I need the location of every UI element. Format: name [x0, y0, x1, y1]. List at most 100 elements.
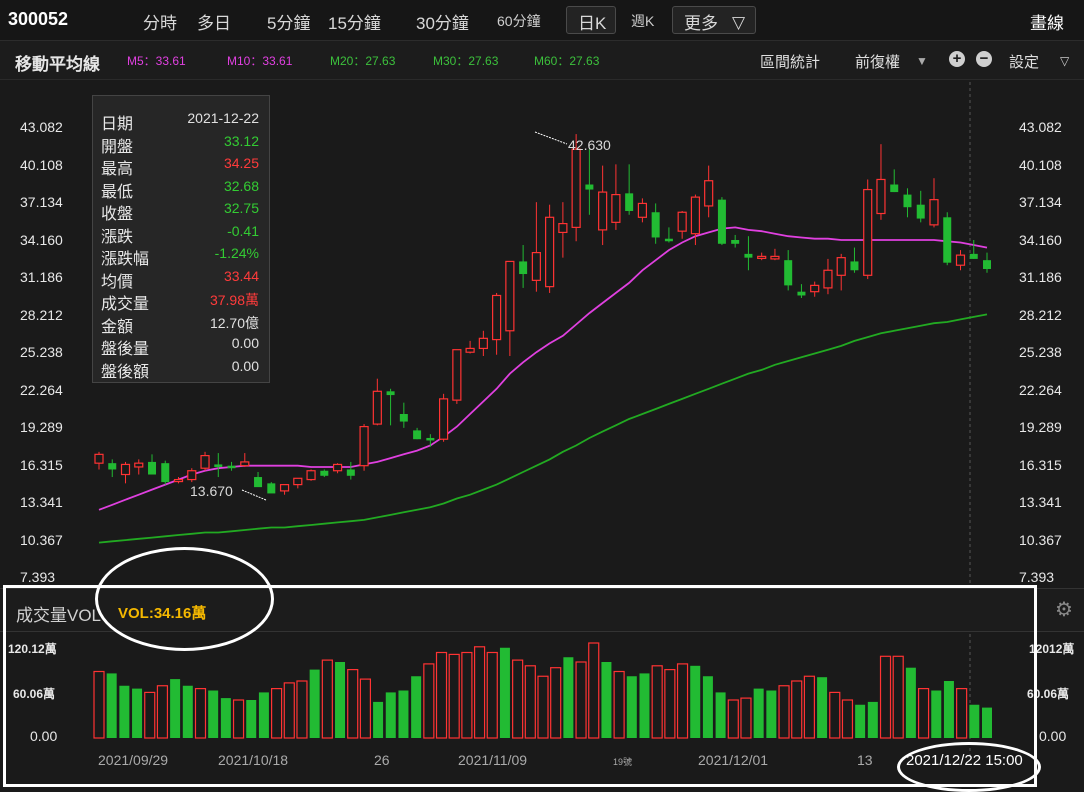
- candle-body: [677, 211, 687, 232]
- volume-bar: [651, 665, 663, 739]
- tab-30min[interactable]: 30分鐘: [416, 14, 469, 33]
- info-value: 32.68: [223, 177, 259, 194]
- more-dropdown[interactable]: [672, 6, 756, 34]
- price-axis-tick: 25.238: [20, 344, 63, 360]
- info-row: 成交量 37.98萬: [93, 290, 269, 313]
- volume-bar: [156, 685, 169, 739]
- info-value: 0.00: [231, 335, 259, 351]
- candle-body: [637, 202, 648, 218]
- candle-body: [254, 477, 263, 488]
- volume-axis-max: 120.12萬: [8, 642, 57, 656]
- adjust-dropdown[interactable]: 前復權: [855, 54, 901, 71]
- volume-value: VOL:34.16萬: [118, 605, 207, 622]
- date-label-current: 2021/12/22 15:00: [906, 752, 1023, 769]
- volume-bar: [803, 675, 816, 739]
- zoom-out-icon[interactable]: −: [976, 51, 992, 67]
- candle-body: [903, 194, 912, 208]
- more-label[interactable]: 更多: [684, 14, 718, 33]
- info-key: 最低: [101, 183, 134, 201]
- candle-body: [943, 217, 952, 263]
- price-axis-tick: 25.238: [1019, 344, 1062, 360]
- info-value: 32.75: [223, 200, 259, 216]
- price-axis-tick: 16.315: [20, 456, 63, 473]
- tab-15min[interactable]: 15分鐘: [328, 14, 381, 33]
- volume-bar: [499, 647, 510, 738]
- price-axis-tick: 19.289: [20, 419, 63, 435]
- info-value: -1.24%: [214, 245, 259, 261]
- ma10-value: M10：33.61: [227, 54, 293, 68]
- info-row: 最低 32.68: [93, 177, 269, 201]
- volume-bar: [956, 687, 968, 739]
- info-value: 33.12: [223, 132, 259, 149]
- high-marker-line: [534, 131, 568, 145]
- candle-body: [214, 464, 223, 467]
- volume-bar: [588, 642, 600, 739]
- volume-bar: [398, 690, 409, 738]
- candle-body: [611, 194, 621, 223]
- info-row: 開盤 33.12: [93, 132, 269, 156]
- tab-intraday[interactable]: 分時: [143, 14, 177, 33]
- ma20-value: M20：27.63: [330, 54, 396, 68]
- stock-code: 300052: [8, 9, 69, 29]
- info-key: 成交量: [101, 296, 150, 313]
- volume-bar: [563, 657, 574, 738]
- price-axis-tick: 19.289: [1019, 419, 1062, 435]
- tab-multi-day[interactable]: 多日: [197, 14, 231, 33]
- candle-body: [161, 463, 170, 483]
- volume-bar: [778, 685, 790, 739]
- candle-body: [531, 252, 541, 281]
- price-axis-tick: 7.393: [20, 569, 56, 585]
- zoom-in-icon[interactable]: +: [949, 51, 965, 67]
- price-axis-tick: 34.160: [20, 231, 63, 248]
- range-stats-button[interactable]: 區間統計: [760, 54, 821, 71]
- candle-body: [359, 426, 369, 467]
- info-value: -0.41: [227, 222, 259, 239]
- volume-bar: [613, 670, 625, 739]
- chevron-down-icon[interactable]: ▽: [732, 13, 746, 32]
- price-axis-tick: 37.134: [20, 194, 63, 210]
- volume-bar: [411, 676, 422, 738]
- volume-bar: [359, 678, 371, 739]
- tab-60min[interactable]: 60分鐘: [497, 13, 541, 29]
- chevron-down-icon[interactable]: ▽: [1060, 54, 1070, 68]
- volume-bar: [473, 646, 486, 739]
- candle-body: [240, 461, 250, 467]
- candle-body: [863, 188, 873, 276]
- volume-bar: [524, 665, 536, 739]
- chevron-down-icon[interactable]: ▼: [916, 54, 928, 68]
- gear-icon[interactable]: ⚙: [1055, 599, 1073, 621]
- volume-bar: [664, 668, 676, 739]
- volume-bar: [639, 673, 650, 738]
- candle-body: [955, 254, 966, 266]
- info-key: 均價: [101, 273, 134, 291]
- candle-body: [465, 347, 475, 353]
- indicator-title[interactable]: 移動平均線: [15, 55, 100, 74]
- candle-body: [810, 284, 820, 293]
- tab-daily-k[interactable]: 日K: [578, 14, 607, 33]
- volume-bar: [486, 651, 498, 739]
- volume-bar: [423, 663, 435, 739]
- volume-bar: [106, 673, 117, 738]
- candle-body: [452, 349, 462, 401]
- annotation-box: [3, 585, 1037, 787]
- info-value: 2021-12-22: [187, 110, 259, 126]
- tab-5min[interactable]: 5分鐘: [267, 14, 311, 33]
- volume-title[interactable]: 成交量VOL: [16, 606, 102, 625]
- volume-bar: [283, 682, 295, 739]
- settings-button[interactable]: 設定: [1009, 54, 1040, 71]
- candle-body: [545, 216, 555, 288]
- candle-body: [690, 196, 701, 235]
- volume-axis-zero: 0.00: [30, 728, 58, 744]
- draw-line-button[interactable]: 畫線: [1030, 14, 1064, 33]
- volume-axis-mid: 60.06萬: [13, 687, 56, 701]
- volume-bar: [335, 662, 346, 738]
- tab-daily-k-box[interactable]: [566, 6, 616, 34]
- info-value: 33.44: [223, 267, 259, 284]
- volume-bar: [119, 685, 130, 738]
- price-axis-tick: 13.341: [20, 494, 63, 510]
- tab-weekly-k[interactable]: 週K: [631, 13, 655, 29]
- volume-bar: [208, 690, 219, 738]
- candle-body: [94, 453, 104, 464]
- volume-bar: [601, 662, 612, 738]
